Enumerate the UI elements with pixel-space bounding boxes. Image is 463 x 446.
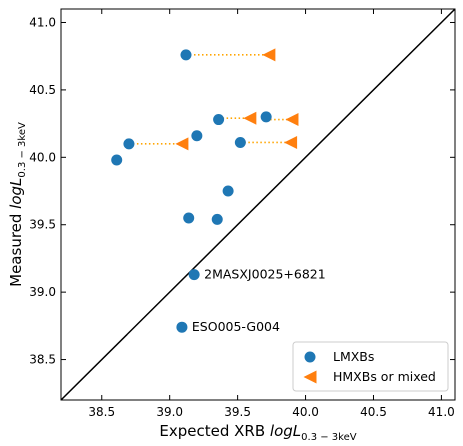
lmxb-point bbox=[188, 269, 200, 281]
point-annotations: 2MASXJ0025+6821 ESO005-G004 bbox=[192, 267, 326, 335]
legend-label: LMXBs bbox=[333, 349, 374, 364]
x-tick-label: 40.5 bbox=[360, 405, 387, 419]
x-axis-label-main: Expected XRB bbox=[159, 422, 270, 440]
y-axis-label: Measured logL0.3 − 3keV bbox=[7, 122, 28, 287]
one-to-one-line bbox=[60, 8, 456, 401]
legend-items: LMXBs HMXBs or mixed bbox=[303, 349, 436, 384]
annotation-label: 2MASXJ0025+6821 bbox=[204, 267, 326, 282]
legend-box bbox=[292, 341, 449, 392]
legend-hmxb-marker bbox=[303, 370, 317, 384]
lmxb-point bbox=[176, 321, 188, 333]
hmxb-point bbox=[285, 113, 299, 127]
x-axis-label-italic: logL bbox=[270, 422, 301, 440]
x-axis-label-subscript: 0.3 − 3keV bbox=[301, 432, 357, 443]
y-axis-label-subscript: 0.3 − 3keV bbox=[17, 122, 28, 178]
legend-lmxb-marker bbox=[304, 351, 316, 363]
legend-label: HMXBs or mixed bbox=[333, 369, 436, 384]
y-tick-label: 41.0 bbox=[29, 15, 56, 29]
y-axis-label-main: Measured bbox=[7, 209, 25, 287]
lmxb-point bbox=[234, 136, 246, 148]
hmxb-point bbox=[175, 137, 189, 151]
lmxb-point bbox=[123, 138, 135, 150]
data-markers bbox=[111, 48, 299, 333]
x-axis-label: Expected XRB logL0.3 − 3keV bbox=[159, 422, 356, 443]
lmxb-point bbox=[213, 114, 225, 126]
y-tick-label: 39.0 bbox=[29, 285, 56, 299]
lmxb-point bbox=[191, 130, 203, 142]
y-tick-label: 38.5 bbox=[29, 353, 56, 367]
y-tick-label: 39.5 bbox=[29, 218, 56, 232]
lmxb-point bbox=[180, 49, 192, 61]
y-tick-label: 40.0 bbox=[29, 150, 56, 164]
lmxb-point bbox=[211, 213, 223, 225]
x-tick-label: 39.0 bbox=[156, 405, 183, 419]
hmxb-point bbox=[243, 111, 257, 125]
x-tick-label: 39.5 bbox=[224, 405, 251, 419]
hmxb-point bbox=[262, 48, 276, 62]
lmxb-point bbox=[222, 185, 234, 197]
lmxb-point bbox=[183, 212, 195, 224]
x-tick-label: 41.0 bbox=[428, 405, 455, 419]
y-tick-label: 40.5 bbox=[29, 83, 56, 97]
legend: LMXBs HMXBs or mixed bbox=[292, 341, 449, 392]
annotation-label: ESO005-G004 bbox=[192, 319, 280, 334]
x-tick-label: 40.0 bbox=[292, 405, 319, 419]
hmxb-point bbox=[284, 135, 298, 149]
plot-frame bbox=[60, 8, 456, 401]
lmxb-point bbox=[111, 154, 123, 166]
lmxb-point bbox=[260, 111, 272, 123]
axis-ticks: 38.5 39.0 39.5 40.0 40.5 41.0 38.5 39.0 39.5 40.0… bbox=[29, 9, 455, 419]
x-tick-label: 38.5 bbox=[88, 405, 115, 419]
y-axis-label-italic: logL bbox=[7, 178, 25, 209]
